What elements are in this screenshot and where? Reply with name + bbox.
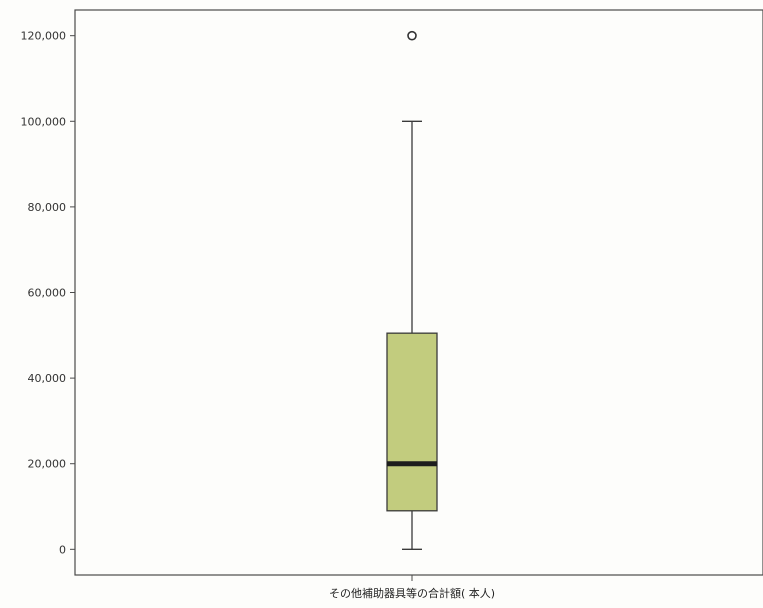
outlier-point bbox=[407, 30, 417, 41]
y-tick-label: 80,000 bbox=[28, 201, 67, 214]
x-axis: その他補助器具等の合計額( 本人) bbox=[329, 575, 495, 600]
y-tick-label: 40,000 bbox=[28, 372, 67, 385]
y-tick-label: 0 bbox=[59, 543, 66, 556]
box-group bbox=[386, 30, 438, 550]
y-tick-label: 100,000 bbox=[21, 115, 67, 128]
y-tick-label: 120,000 bbox=[21, 30, 67, 43]
x-tick-label: その他補助器具等の合計額( 本人) bbox=[329, 586, 495, 600]
y-tick-label: 60,000 bbox=[28, 287, 67, 300]
iqr-box bbox=[386, 332, 438, 512]
y-axis: 0 20,000 40,000 60,000 80,000 100,000 120,000 bbox=[21, 30, 75, 556]
y-tick-label: 20,000 bbox=[28, 458, 67, 471]
